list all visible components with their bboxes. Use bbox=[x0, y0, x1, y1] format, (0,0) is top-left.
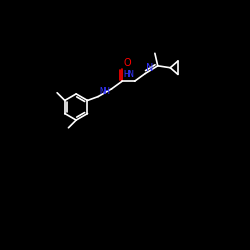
Text: N: N bbox=[146, 62, 154, 72]
Text: HN: HN bbox=[123, 70, 134, 79]
Text: O: O bbox=[123, 58, 131, 68]
Text: NH: NH bbox=[99, 87, 110, 96]
